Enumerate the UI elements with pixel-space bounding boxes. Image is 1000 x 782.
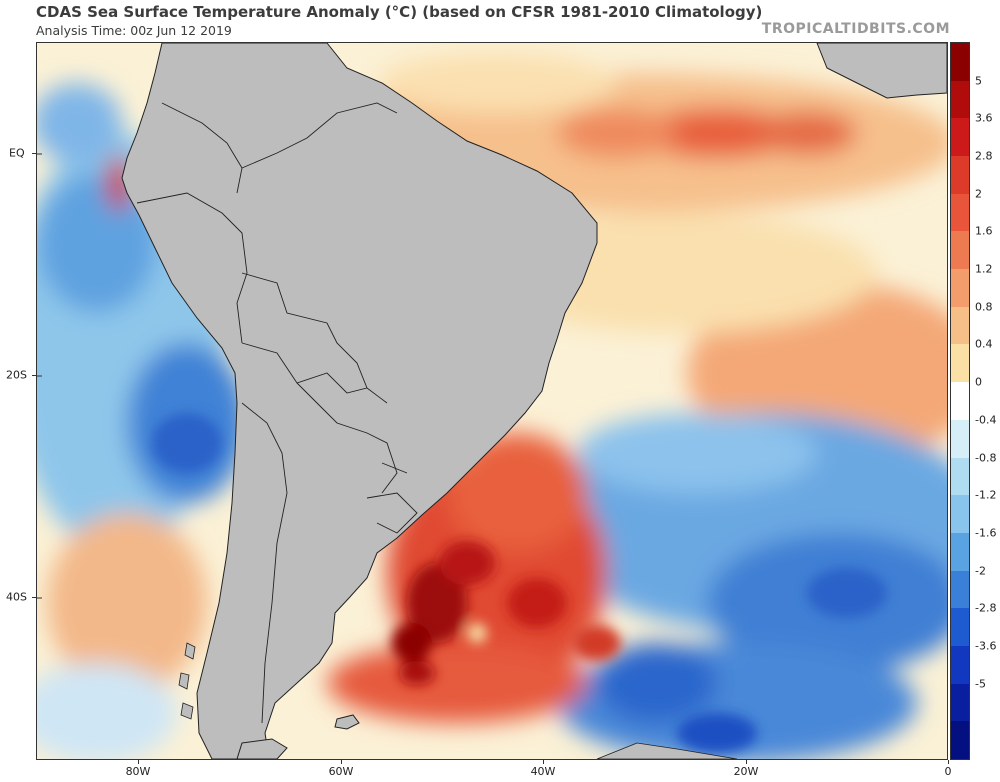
analysis-time: Analysis Time: 00z Jun 12 2019: [36, 23, 232, 38]
colorbar-segment: [951, 43, 969, 82]
south-america-land: [121, 43, 598, 759]
colorbar-label: 1.2: [975, 262, 993, 276]
colorbar-label: -3.6: [975, 639, 997, 653]
colorbar-segment: [951, 495, 969, 534]
colorbar: [950, 42, 970, 760]
colorbar-segment: [951, 231, 969, 270]
lon-label-40w: 40W: [530, 765, 556, 778]
falkland-islands: [334, 714, 360, 730]
antarctica-land: [596, 742, 738, 759]
map-title: CDAS Sea Surface Temperature Anomaly (°C…: [36, 3, 763, 21]
colorbar-segment: [951, 608, 969, 647]
sst-anomaly-map: [36, 42, 948, 760]
colorbar-segment: [951, 269, 969, 308]
colorbar-label: 3.6: [975, 111, 993, 125]
colorbar-label: -0.8: [975, 451, 997, 465]
colorbar-label: -5: [975, 677, 986, 691]
lon-label-60w: 60W: [328, 765, 354, 778]
lat-label-eq: EQ: [9, 146, 25, 160]
colorbar-label: -1.6: [975, 526, 997, 540]
colorbar-segment: [951, 721, 969, 760]
chile-islands: [178, 642, 196, 720]
colorbar-segment: [951, 382, 969, 421]
lon-label-80w: 80W: [125, 765, 151, 778]
colorbar-segment: [951, 419, 969, 458]
colorbar-label: 2.8: [975, 149, 993, 163]
colorbar-label: -1.2: [975, 488, 997, 502]
colorbar-segment: [951, 457, 969, 496]
tierra-del-fuego: [236, 738, 288, 759]
colorbar-segment: [951, 306, 969, 345]
colorbar-segment: [951, 118, 969, 157]
country-borders: [136, 102, 418, 724]
lat-label-40s: 40S: [6, 590, 27, 604]
colorbar-label: 0.8: [975, 300, 993, 314]
colorbar-label: 2: [975, 187, 982, 201]
colorbar-segment: [951, 156, 969, 195]
colorbar-label: 0.4: [975, 337, 993, 351]
colorbar-label: 5: [975, 74, 982, 88]
africa-land: [816, 43, 947, 99]
colorbar-segment: [951, 532, 969, 572]
colorbar-segment: [951, 645, 969, 685]
lat-label-20s: 20S: [6, 368, 27, 382]
colorbar-segment: [951, 344, 969, 383]
colorbar-label: -0.4: [975, 413, 997, 427]
lon-label-0: 0: [944, 765, 952, 778]
colorbar-segment: [951, 683, 969, 722]
colorbar-label: 1.6: [975, 224, 993, 238]
colorbar-segment: [951, 570, 969, 609]
grid-ticks: [37, 153, 42, 599]
colorbar-label: -2.8: [975, 601, 997, 615]
colorbar-label: -2: [975, 564, 986, 578]
colorbar-segment: [951, 80, 969, 119]
source-credit: TROPICALTIDBITS.COM: [761, 21, 950, 37]
anomaly-core: [152, 413, 887, 753]
colorbar-segment: [951, 193, 969, 232]
lon-label-20w: 20W: [733, 765, 759, 778]
colorbar-label: 0: [975, 375, 982, 389]
